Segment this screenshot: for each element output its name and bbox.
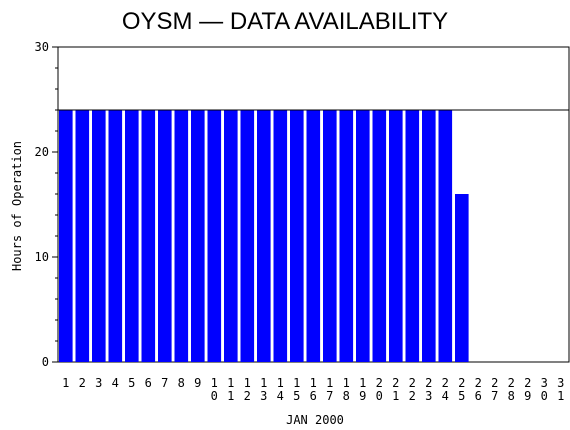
x-tick-label-day-22: 2: [409, 389, 416, 403]
bar-day-22: [405, 110, 420, 362]
bar-day-13: [257, 110, 271, 362]
bar-day-24: [438, 110, 453, 362]
x-tick-label-day-21: 2: [392, 376, 399, 390]
x-tick-label-day-25: 2: [458, 376, 465, 390]
x-tick-label-day-23: 2: [425, 376, 432, 390]
x-tick-label-day-3: 3: [95, 376, 102, 390]
bar-day-25: [455, 194, 469, 362]
x-tick-label-day-19: 1: [359, 376, 366, 390]
x-axis-label: JAN 2000: [286, 413, 344, 427]
x-tick-label-day-15: 1: [293, 376, 300, 390]
x-tick-label-day-4: 4: [112, 376, 119, 390]
bar-day-15: [290, 110, 304, 362]
bars-group: [59, 110, 469, 362]
x-tick-label-day-17: 7: [326, 389, 333, 403]
x-tick-label-day-13: 3: [260, 389, 267, 403]
x-tick-label-day-28: 8: [508, 389, 515, 403]
x-tick-label-day-8: 8: [178, 376, 185, 390]
x-tick-label-day-31: 1: [557, 389, 564, 403]
x-tick-label-day-16: 6: [310, 389, 317, 403]
x-tick-label-day-14: 4: [277, 389, 284, 403]
x-tick-label-day-29: 2: [524, 376, 531, 390]
x-tick-label-day-27: 2: [491, 376, 498, 390]
y-tick-label: 0: [42, 355, 49, 369]
bar-day-3: [92, 110, 106, 362]
bar-day-12: [240, 110, 255, 362]
x-tick-label-day-11: 1: [227, 389, 234, 403]
x-tick-label-day-18: 8: [343, 389, 350, 403]
x-tick-label-day-26: 6: [475, 389, 482, 403]
bar-day-7: [158, 110, 172, 362]
y-tick-label: 20: [35, 145, 49, 159]
bar-day-2: [75, 110, 90, 362]
bar-day-23: [422, 110, 436, 362]
y-axis-label: Hours of Operation: [10, 141, 24, 271]
x-tick-label-day-29: 9: [524, 389, 531, 403]
bar-day-4: [108, 110, 123, 362]
x-tick-label-day-20: 2: [376, 376, 383, 390]
x-tick-label-day-12: 1: [244, 376, 251, 390]
bar-day-14: [273, 110, 288, 362]
bar-day-18: [339, 110, 354, 362]
y-tick-label: 10: [35, 250, 49, 264]
x-ticks-group: 1 2 3 4 5 6 7 8 9 1011121314151617181920212223242…: [62, 376, 564, 403]
y-ticks-group: 0 10 20 30: [35, 40, 58, 369]
bar-day-20: [372, 110, 387, 362]
x-tick-label-day-11: 1: [227, 376, 234, 390]
x-tick-label-day-28: 2: [508, 376, 515, 390]
x-tick-label-day-20: 0: [376, 389, 383, 403]
x-tick-label-day-27: 7: [491, 389, 498, 403]
x-tick-label-day-1: 1: [62, 376, 69, 390]
bar-day-8: [174, 110, 189, 362]
x-tick-label-day-25: 5: [458, 389, 465, 403]
x-tick-label-day-19: 9: [359, 389, 366, 403]
x-tick-label-day-30: 3: [541, 376, 548, 390]
bar-day-16: [306, 110, 321, 362]
chart-title: OYSM — DATA AVAILABILITY: [122, 8, 448, 35]
bar-day-9: [191, 110, 205, 362]
x-tick-label-day-10: 1: [211, 376, 218, 390]
x-tick-label-day-16: 1: [310, 376, 317, 390]
bar-day-11: [224, 110, 238, 362]
x-tick-label-day-13: 1: [260, 376, 267, 390]
bar-day-1: [59, 110, 73, 362]
y-tick-label: 30: [35, 40, 49, 54]
x-tick-label-day-21: 1: [392, 389, 399, 403]
x-tick-label-day-18: 1: [343, 376, 350, 390]
bar-day-6: [141, 110, 156, 362]
x-tick-label-day-24: 2: [442, 376, 449, 390]
x-tick-label-day-22: 2: [409, 376, 416, 390]
x-tick-label-day-12: 2: [244, 389, 251, 403]
bar-day-19: [356, 110, 370, 362]
x-tick-label-day-2: 2: [79, 376, 86, 390]
x-tick-label-day-6: 6: [145, 376, 152, 390]
bar-day-21: [389, 110, 403, 362]
x-tick-label-day-26: 2: [475, 376, 482, 390]
x-tick-label-day-14: 1: [277, 376, 284, 390]
x-tick-label-day-5: 5: [128, 376, 135, 390]
bar-day-5: [125, 110, 139, 362]
x-tick-label-day-15: 5: [293, 389, 300, 403]
x-tick-label-day-17: 1: [326, 376, 333, 390]
x-tick-label-day-30: 0: [541, 389, 548, 403]
x-tick-label-day-7: 7: [161, 376, 168, 390]
bar-day-10: [207, 110, 222, 362]
x-tick-label-day-23: 3: [425, 389, 432, 403]
x-tick-label-day-9: 9: [194, 376, 201, 390]
x-tick-label-day-24: 4: [442, 389, 449, 403]
bar-day-17: [323, 110, 337, 362]
x-tick-label-day-31: 3: [557, 376, 564, 390]
x-tick-label-day-10: 0: [211, 389, 218, 403]
